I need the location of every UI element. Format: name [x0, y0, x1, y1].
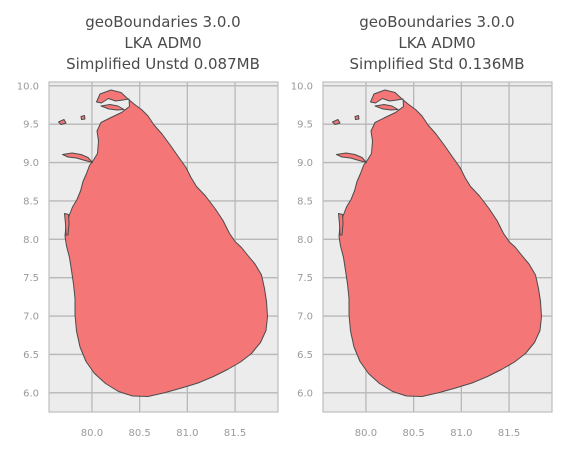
- x-tick-label: 81.5: [498, 428, 520, 439]
- panel-title-line-1: geoBoundaries 3.0.0: [359, 13, 514, 31]
- x-tick-label: 80.0: [355, 428, 377, 439]
- land-main: [338, 89, 542, 397]
- land-jaffna-lagoon: [374, 104, 399, 111]
- land-jaffna-lagoon: [100, 104, 125, 111]
- x-tick-label: 81.0: [176, 428, 198, 439]
- land-islet-mid: [80, 115, 86, 120]
- plot-frame: [322, 81, 553, 413]
- land-islet-west: [58, 119, 67, 125]
- plot-frame: [48, 81, 279, 413]
- y-tick-label: 9.0: [23, 158, 39, 169]
- land-kalpitiya: [64, 213, 70, 236]
- land-islet-mid: [354, 115, 360, 120]
- map-panel-unstd: geoBoundaries 3.0.0 LKA ADM0 Simplified …: [17, 13, 279, 439]
- x-tick-labels: 80.0 80.5 81.0 81.5: [81, 428, 246, 439]
- panel-title-line-2: LKA ADM0: [398, 34, 475, 52]
- sri-lanka-landmass: [332, 89, 542, 397]
- x-tick-label: 80.0: [81, 428, 103, 439]
- land-main: [64, 89, 268, 397]
- y-tick-label: 9.5: [23, 120, 39, 131]
- map-panel-std: geoBoundaries 3.0.0 LKA ADM0 Simplified …: [291, 13, 553, 439]
- y-tick-label: 8.0: [23, 235, 39, 246]
- land-mannar: [62, 152, 93, 163]
- sri-lanka-landmass: [58, 89, 268, 397]
- y-tick-label: 8.5: [297, 196, 313, 207]
- y-tick-label: 9.5: [297, 120, 313, 131]
- y-tick-label: 7.5: [23, 273, 39, 284]
- y-tick-label: 7.0: [23, 312, 39, 323]
- x-tick-label: 81.0: [450, 428, 472, 439]
- y-tick-label: 7.0: [297, 312, 313, 323]
- y-tick-label: 10.0: [291, 81, 313, 92]
- y-tick-label: 10.0: [17, 81, 39, 92]
- y-tick-labels: 10.0 9.5 9.0 8.5 8.0 7.5 7.0 6.5 6.0: [291, 81, 313, 399]
- y-tick-label: 6.5: [23, 350, 39, 361]
- land-mannar: [336, 152, 367, 163]
- x-tick-label: 81.5: [224, 428, 246, 439]
- y-tick-label: 8.0: [297, 235, 313, 246]
- y-tick-label: 9.0: [297, 158, 313, 169]
- y-tick-label: 6.0: [297, 388, 313, 399]
- panel-title-line-1: geoBoundaries 3.0.0: [85, 13, 240, 31]
- y-tick-labels: 10.0 9.5 9.0 8.5 8.0 7.5 7.0 6.5 6.0: [17, 81, 39, 399]
- panel-title-line-3: Simplified Unstd 0.087MB: [66, 55, 260, 73]
- panel-title-line-3: Simplified Std 0.136MB: [350, 55, 525, 73]
- x-tick-label: 80.5: [403, 428, 425, 439]
- panel-title-line-2: LKA ADM0: [124, 34, 201, 52]
- y-tick-label: 6.0: [23, 388, 39, 399]
- x-tick-label: 80.5: [129, 428, 151, 439]
- y-tick-label: 6.5: [297, 350, 313, 361]
- y-tick-label: 7.5: [297, 273, 313, 284]
- x-tick-labels: 80.0 80.5 81.0 81.5: [355, 428, 520, 439]
- land-kalpitiya: [338, 213, 344, 236]
- y-tick-label: 8.5: [23, 196, 39, 207]
- land-islet-west: [332, 119, 341, 125]
